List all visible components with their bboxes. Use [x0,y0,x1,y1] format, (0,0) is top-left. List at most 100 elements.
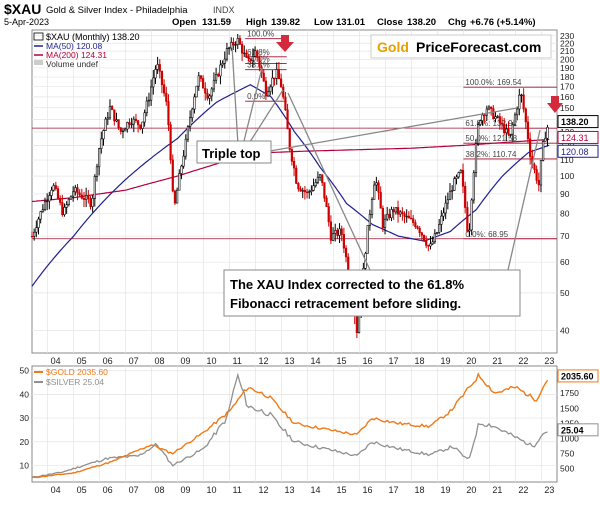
price-bar-body [284,96,287,111]
price-bar-body [487,106,491,110]
price-tag-label: 124.31 [561,133,589,143]
price-bar-body [82,197,86,200]
bottom-x-tick: 23 [544,485,554,495]
ma50-line [31,84,550,287]
top-y-tick: 210 [560,46,574,56]
price-bar-body [171,159,174,192]
price-bar-body [477,124,480,144]
legend-xau: $XAU (Monthly) 138.20 [46,32,140,42]
top-x-tick: 07 [129,356,139,366]
price-bar-body [390,209,393,219]
top-y-tick: 40 [560,326,570,336]
top-x-tick: 21 [492,356,502,366]
logo-gold: Gold [377,39,409,55]
price-bar-body [379,191,382,209]
price-bar-body [494,116,497,119]
top-y-tick: 190 [560,63,574,73]
price-bar-body [80,194,83,199]
price-bar-body [128,122,131,125]
price-bar-body [258,57,261,68]
bottom-price-tag-label: 2035.60 [561,371,594,381]
price-tag-label: 138.20 [561,117,589,127]
top-x-tick: 23 [544,356,554,366]
price-bar-body [329,221,332,241]
chg-value: +6.76 (+5.14%) [470,17,536,28]
bottom-x-tick: 13 [285,485,295,495]
gold-line [31,372,549,479]
bottom-x-axis: 04 05 06 07 08 09 10 11 12 13 14 15 16 17 18 19 20 21 22 23 [51,485,555,495]
price-bar-body [141,121,144,129]
price-bar-body [507,128,510,135]
top-x-tick: 05 [77,356,87,366]
price-bar-body [422,234,426,241]
price-bar-body [126,122,129,130]
top-y-tick: 100 [560,171,574,181]
price-bar-body [67,198,70,205]
triple-top-line-3 [247,89,284,146]
price-bar-body [202,78,205,89]
price-bar-body [85,195,88,200]
price-bar-body [264,80,268,97]
price-bar-body [180,165,183,174]
price-bar-body [206,92,209,99]
price-bar-body [56,188,60,199]
silver-line [31,372,548,478]
top-y-tick: 70 [560,231,570,241]
price-bar-body [394,207,397,213]
index-name: Gold & Silver Index - Philadelphia [46,5,188,16]
price-bar-body [91,198,94,207]
price-bar-body [323,182,326,199]
price-bar-body [470,199,473,231]
price-bar-body [282,86,285,98]
price-bar-body [334,230,337,234]
bottom-price-tag-label: 25.04 [561,425,584,435]
price-bar-body [87,195,90,200]
price-bar-body [236,38,239,45]
bottom-legend: $GOLD 2035.60 $SILVER 25.04 [34,367,108,387]
close-label: Close [377,17,403,28]
price-bar-body [498,116,501,124]
price-bar-body [451,190,454,192]
price-bar-body [405,215,408,218]
price-bar-body [496,116,499,118]
price-bar-body [342,234,345,249]
high-value: 139.82 [271,17,300,28]
price-bar-body [446,199,449,204]
price-bar-body [245,52,248,58]
price-bar-body [132,118,135,125]
price-bar-body [297,183,300,190]
price-bar-body [221,63,224,66]
price-bar-body [72,191,75,197]
legend-gold: $GOLD 2035.60 [46,367,108,377]
price-bar-body [295,167,298,184]
price-bar-body [243,52,246,55]
price-bar-body [535,169,538,181]
price-tag-box [557,115,599,129]
top-y-tick: 50 [560,288,570,298]
price-bar-body [472,172,475,201]
bottom-price-tag-box [557,423,599,437]
price-bar-body [453,178,456,191]
price-bar-body [186,126,190,140]
price-bar-body [513,114,517,126]
price-bar-body [30,235,34,238]
top-x-tick: 13 [285,356,295,366]
price-bar-body [444,202,447,214]
price-bar-body [483,114,486,117]
bottom-right-tick: 1000 [560,434,579,444]
top-x-tick: 16 [362,356,372,366]
price-bar-body [401,211,404,214]
low-label: Low [314,17,334,28]
bottom-x-tick: 18 [414,485,424,495]
bottom-price-tags: 2035.60 25.04 [557,369,599,437]
price-bar-body [191,108,194,119]
bottom-right-tick: 1750 [560,388,579,398]
price-bar-body [65,204,68,208]
price-bars [30,33,549,339]
top-x-axis: 04 05 06 07 08 09 10 11 12 13 14 15 16 17 18 19 20 21 22 23 [51,356,555,366]
price-bar-body [199,75,203,79]
moving-averages [31,84,550,287]
price-bar-body [69,195,73,200]
price-bar-body [375,182,378,186]
